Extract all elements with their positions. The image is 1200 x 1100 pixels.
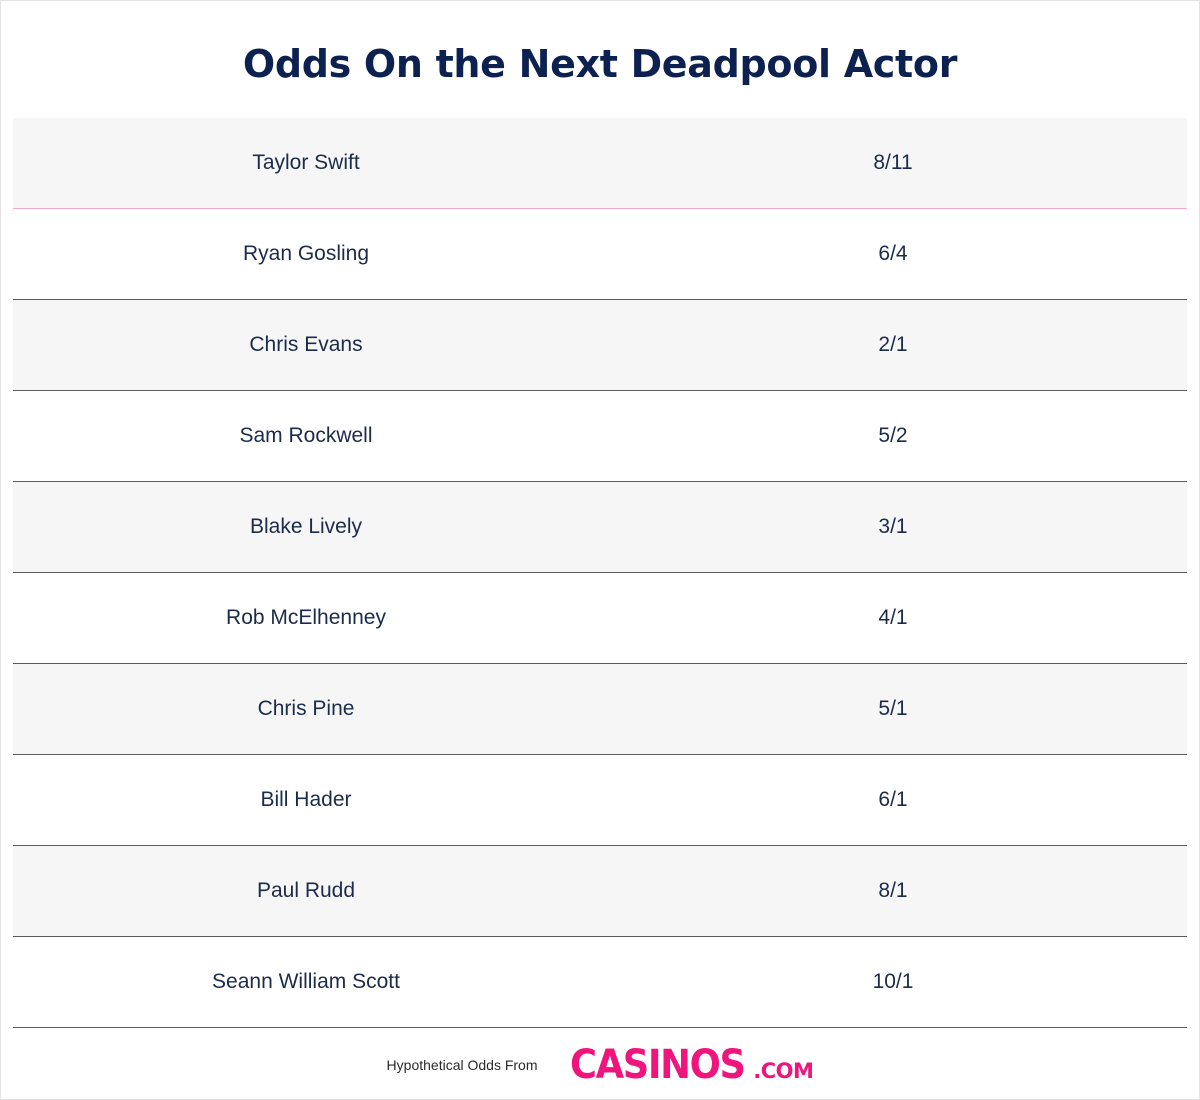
odds-table: Taylor Swift 8/11 Ryan Gosling 6/4 Chris… — [13, 118, 1187, 1028]
actor-name: Taylor Swift — [252, 151, 360, 174]
table-row: Chris Pine 5/1 — [13, 664, 1187, 755]
table-row: Chris Evans 2/1 — [13, 300, 1187, 391]
table-row: Blake Lively 3/1 — [13, 482, 1187, 573]
actor-name: Paul Rudd — [256, 879, 356, 902]
actor-odds: 3/1 — [878, 515, 908, 538]
actor-name: Rob McElhenney — [226, 606, 386, 629]
table-row: Paul Rudd 8/1 — [13, 846, 1187, 937]
table-row: Ryan Gosling 6/4 — [13, 209, 1187, 300]
source-footer: Hypothetical Odds From CASINOS .COM — [0, 1040, 1200, 1090]
actor-odds: 2/1 — [878, 333, 908, 356]
actor-odds: 10/1 — [872, 970, 914, 993]
casinos-com-logo[interactable]: CASINOS .COM — [570, 1042, 814, 1088]
actor-odds: 6/4 — [878, 242, 908, 265]
actor-name: Chris Evans — [249, 333, 363, 356]
actor-odds: 6/1 — [878, 788, 908, 811]
actor-odds: 4/1 — [878, 606, 908, 629]
actor-name: Sam Rockwell — [239, 424, 373, 447]
table-row: Rob McElhenney 4/1 — [13, 573, 1187, 664]
logo-domain: .COM — [753, 1059, 814, 1083]
table-row: Sam Rockwell 5/2 — [13, 391, 1187, 482]
actor-name: Blake Lively — [249, 515, 363, 538]
actor-odds: 5/2 — [878, 424, 908, 447]
actor-odds: 5/1 — [878, 697, 908, 720]
table-row: Bill Hader 6/1 — [13, 755, 1187, 846]
logo-wordmark: CASINOS — [569, 1042, 746, 1088]
actor-odds: 8/11 — [873, 151, 913, 174]
table-row: Taylor Swift 8/11 — [13, 118, 1187, 209]
actor-name: Chris Pine — [257, 697, 355, 720]
source-caption: Hypothetical Odds From — [386, 1057, 538, 1073]
actor-odds: 8/1 — [878, 879, 908, 902]
actor-name: Seann William Scott — [212, 970, 400, 993]
table-row: Seann William Scott 10/1 — [13, 937, 1187, 1028]
page-title: Odds On the Next Deadpool Actor — [242, 42, 958, 86]
actor-name: Ryan Gosling — [242, 242, 370, 265]
actor-name: Bill Hader — [260, 788, 352, 811]
